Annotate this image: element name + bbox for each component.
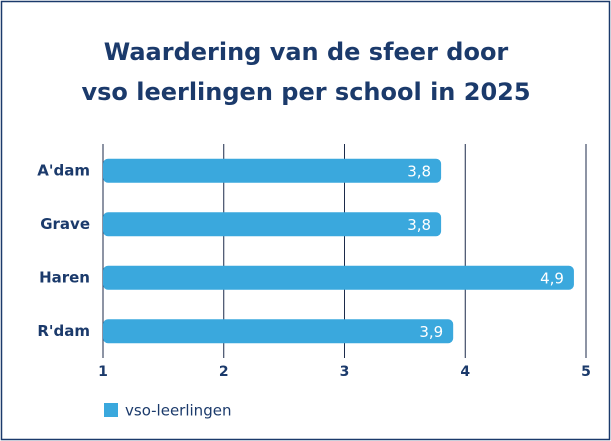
legend-label: vso-leerlingen: [125, 402, 231, 420]
x-tick-label: 2: [219, 364, 229, 380]
bar: [103, 212, 442, 237]
x-tick-label: 4: [460, 364, 470, 380]
y-tick-label: A'dam: [37, 161, 90, 179]
value-label: 3,8: [407, 216, 431, 234]
bar: [103, 265, 574, 290]
value-label: 3,9: [419, 323, 443, 341]
bar: [103, 158, 442, 183]
value-label: 3,8: [407, 162, 431, 180]
chart-title: Waardering van de sfeer door: [104, 38, 509, 66]
y-tick-label: Haren: [39, 268, 90, 286]
x-tick-label: 5: [581, 364, 591, 380]
legend-swatch: [104, 403, 118, 417]
y-tick-label: Grave: [40, 215, 90, 233]
bar: [103, 319, 454, 344]
chart-title: vso leerlingen per school in 2025: [81, 78, 530, 106]
x-tick-label: 3: [340, 364, 350, 380]
x-tick-label: 1: [98, 364, 108, 380]
value-label: 4,9: [540, 269, 564, 287]
y-tick-label: R'dam: [37, 322, 90, 340]
